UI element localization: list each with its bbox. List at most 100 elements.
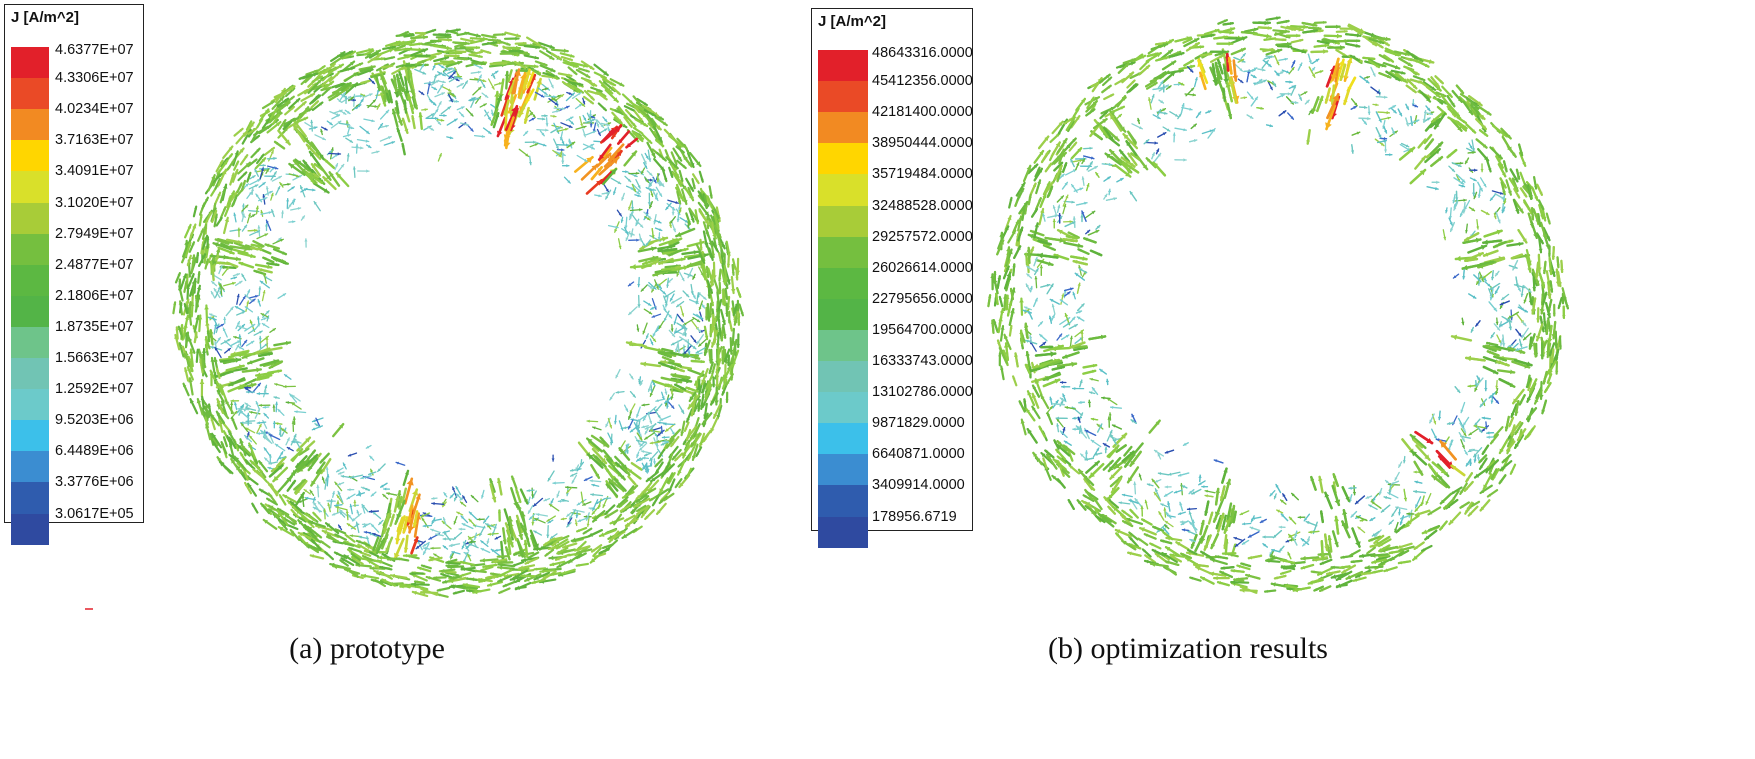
- legend-tick-label: 4.6377E+07: [55, 42, 134, 58]
- legend-swatch: [818, 50, 868, 82]
- field-arrow-head: [340, 560, 344, 563]
- legend-tick-label: 3.1020E+07: [55, 194, 134, 211]
- field-arrow-head: [461, 106, 464, 110]
- field-arrow-head: [262, 163, 266, 167]
- field-arrow-head: [561, 498, 565, 502]
- field-arrow-head: [711, 371, 715, 374]
- field-arrow-head: [581, 103, 585, 107]
- legend-swatch: [11, 109, 49, 141]
- field-arrow-head: [597, 132, 601, 136]
- field-arrow-head: [641, 288, 645, 292]
- field-arrow-head: [312, 419, 316, 423]
- field-arrow-head: [525, 153, 529, 157]
- field-arrow-head: [689, 396, 694, 401]
- field-arrow-head: [233, 276, 237, 280]
- field-arrow-head: [637, 508, 641, 511]
- field-arrow-head: [241, 445, 246, 449]
- field-arrow-head: [195, 315, 200, 321]
- legend-swatch: [11, 264, 49, 297]
- field-arrow-head: [581, 500, 585, 504]
- field-arrow-head: [469, 512, 473, 515]
- field-arrow-head: [233, 191, 238, 196]
- legend-tick-label: 48643316.0000: [872, 45, 973, 61]
- field-arrow-head: [470, 128, 474, 132]
- field-arrow-head: [248, 172, 251, 176]
- field-arrow-head: [441, 568, 445, 573]
- field-arrow-head: [238, 334, 242, 338]
- field-arrow-head: [217, 457, 222, 462]
- field-arrow-head: [589, 507, 592, 511]
- field-arrow-head: [334, 503, 338, 507]
- field-arrow-head: [257, 432, 260, 436]
- field-arrow-head: [724, 284, 729, 289]
- field-arrow-head: [603, 545, 606, 549]
- field-arrow-head: [313, 507, 317, 510]
- field-arrow-head: [448, 564, 452, 570]
- field-arrow-head: [558, 499, 562, 503]
- field-arrow-head: [695, 380, 699, 385]
- field-arrow-head: [444, 56, 449, 61]
- field-arrow-head: [431, 501, 435, 506]
- field-arrow-head: [678, 193, 682, 197]
- field-arrow-head: [441, 65, 445, 68]
- field-arrow-head: [494, 92, 500, 97]
- field-arrow-head: [592, 114, 596, 118]
- field-arrow-head: [196, 399, 202, 404]
- field-arrow-head: [699, 405, 704, 409]
- field-arrow-head: [490, 112, 494, 116]
- field-arrow-head: [260, 154, 264, 158]
- field-arrow-head: [552, 542, 556, 546]
- legend-tick-label: 26026614.0000: [872, 259, 973, 276]
- field-arrow-head: [660, 417, 664, 421]
- field-arrow-head: [488, 532, 491, 536]
- field-arrow-head: [685, 293, 689, 297]
- field-arrow-head: [631, 151, 637, 157]
- field-arrow-head: [353, 558, 357, 561]
- field-arrow-head: [452, 71, 456, 75]
- field-arrow-head: [265, 243, 270, 248]
- field-arrow-head: [452, 487, 456, 490]
- field-arrow-head: [366, 169, 369, 173]
- field-arrow-head: [655, 399, 659, 403]
- field-arrow-head: [313, 512, 317, 516]
- field-arrow-head: [214, 288, 217, 292]
- field-arrow-head: [349, 504, 353, 508]
- field-arrow-head: [256, 135, 259, 139]
- field-arrow-head: [660, 143, 664, 146]
- field-arrow-head: [490, 120, 496, 125]
- field-arrow-head: [603, 96, 607, 100]
- field-arrow-head: [296, 510, 301, 515]
- field-arrow-head: [578, 104, 582, 107]
- field-arrow-head: [236, 321, 240, 325]
- field-arrow-head: [352, 166, 356, 170]
- field-arrow-head: [347, 110, 350, 114]
- field-arrow-head: [364, 487, 368, 491]
- field-arrow-head: [533, 543, 539, 549]
- field-arrow-head: [352, 98, 356, 102]
- field-arrow-head: [652, 502, 656, 506]
- field-arrow-head: [486, 540, 490, 544]
- field-arrow-head: [268, 493, 272, 497]
- field-arrow-head: [550, 535, 554, 539]
- field-arrow-head: [438, 101, 442, 105]
- field-arrow-head: [382, 553, 387, 558]
- field-arrow-head: [335, 506, 339, 510]
- field-arrow-head: [665, 428, 669, 432]
- field-arrow-head: [314, 69, 318, 74]
- field-arrow-head: [736, 343, 740, 347]
- field-arrow-head: [437, 588, 441, 592]
- field-arrow-head: [679, 195, 684, 201]
- field-arrow-head: [534, 143, 538, 147]
- field-arrow-head: [507, 530, 511, 534]
- legend-tick-label: 6.4489E+06: [55, 443, 134, 460]
- field-arrow-head: [711, 401, 715, 405]
- field-arrow-head: [215, 248, 221, 253]
- field-arrow-head: [598, 194, 602, 198]
- field-arrow-head: [291, 395, 295, 398]
- field-arrow-head: [558, 154, 562, 157]
- field-arrow-head: [467, 56, 471, 61]
- field-arrow-head: [245, 403, 248, 406]
- field-arrow-head: [290, 106, 294, 110]
- field-arrow-head: [662, 439, 666, 443]
